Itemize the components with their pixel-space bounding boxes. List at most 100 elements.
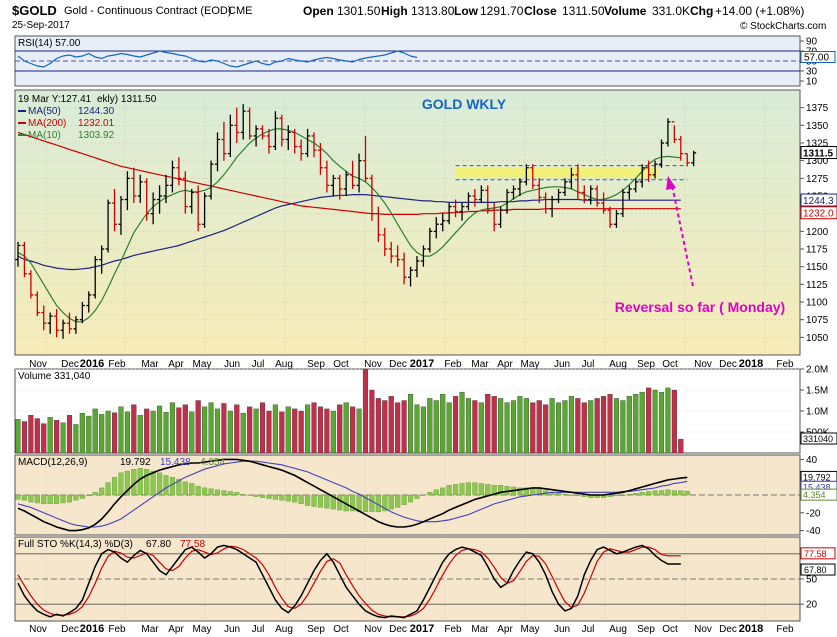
volume-bar <box>182 404 188 454</box>
macd-panel: 40200-20-4019.79215.4384.354MACD(12,26,9… <box>14 454 837 537</box>
volume-bar <box>620 400 626 454</box>
volume-bar <box>356 408 362 454</box>
volume-bar <box>157 405 163 454</box>
volume-bar <box>150 410 156 454</box>
volume-bar <box>99 414 105 454</box>
legend-name: MA(50) <box>28 106 61 117</box>
price-bar <box>79 302 85 324</box>
macd-histogram-bar <box>47 494 53 505</box>
macd-histogram-bar <box>678 490 684 496</box>
macd-histogram-bar <box>658 490 665 496</box>
x-tick-label: Jul <box>252 624 265 635</box>
stockcharts-watermark: © StockCharts.com <box>740 21 827 32</box>
price-bar <box>427 227 433 253</box>
x-tick-label: May <box>193 624 212 635</box>
volume-bar <box>588 400 594 454</box>
x-tick-label: Apr <box>497 359 513 370</box>
price-bar <box>478 185 484 204</box>
y-tick-label: 10 <box>806 77 818 88</box>
price-bar <box>317 143 323 175</box>
price-bar <box>330 174 336 196</box>
volume-bar <box>202 406 208 454</box>
volume-bar <box>337 404 343 454</box>
x-tick-label: 2016 <box>80 358 104 370</box>
macd-histogram-bar <box>395 494 401 508</box>
x-tick-label: Jul <box>582 624 595 635</box>
macd-histogram-bar <box>562 493 568 496</box>
price-bar <box>118 196 124 235</box>
price-bar <box>214 132 220 172</box>
high-value: 1313.80 <box>411 4 455 18</box>
price-bar <box>176 157 182 186</box>
macd-value: 15.438 <box>160 457 191 468</box>
macd-histogram-bar <box>60 494 66 504</box>
volume-bar <box>459 391 465 454</box>
volume-bar <box>195 400 201 454</box>
volume-bar <box>646 387 652 454</box>
price-bar <box>221 121 227 161</box>
volume-bar <box>298 410 304 454</box>
macd-histogram-bar <box>79 494 85 499</box>
macd-histogram-bar <box>195 485 201 496</box>
annotation-arrow <box>671 184 694 287</box>
price-bar <box>34 291 40 317</box>
x-tick-label: May <box>521 624 540 635</box>
price-bar <box>47 312 53 334</box>
macd-histogram-bar <box>221 490 227 496</box>
price-bar <box>73 316 79 334</box>
chart-date: 25-Sep-2017 <box>12 20 70 31</box>
volume-bar <box>259 402 266 454</box>
y-tick-label: 50 <box>806 575 818 586</box>
volume-bar <box>208 402 214 454</box>
price-bar <box>41 305 47 331</box>
cursor-label: 19 Mar Y:127.41 <box>18 94 92 105</box>
sto-last-box <box>800 547 836 560</box>
x-tick-label: Oct <box>333 359 349 370</box>
price-bar <box>549 196 555 218</box>
x-tick-label: Dec <box>389 624 407 635</box>
macd-last-label: 15.438 <box>803 482 831 492</box>
volume-bar <box>34 418 40 454</box>
macd-histogram-bar <box>478 483 484 496</box>
price-bar <box>182 171 188 214</box>
y-tick-label: 1275 <box>806 174 829 185</box>
price-bar <box>21 241 27 278</box>
macd-last-label: 4.354 <box>803 490 826 500</box>
macd-histogram-bar <box>536 488 542 496</box>
price-bar <box>401 252 407 285</box>
sto-d-line <box>17 545 681 618</box>
volume-bar <box>54 420 60 454</box>
ma200-line <box>17 131 681 215</box>
macd-histogram-bar <box>523 487 529 496</box>
volume-bar <box>568 396 574 454</box>
y-tick-label: 1175 <box>806 245 828 256</box>
price-bar <box>575 164 581 200</box>
y-tick-label: 20 <box>806 600 818 611</box>
price-bar <box>594 185 600 207</box>
price-bar <box>208 160 214 200</box>
volume-bar <box>285 406 291 454</box>
volume-bar <box>227 410 233 454</box>
price-last-label: 1232.0 <box>803 209 834 220</box>
price-bar <box>279 114 285 147</box>
macd-histogram-bar <box>407 494 414 503</box>
price-panel: 1375135013251300127512501225120011751150… <box>14 89 837 370</box>
macd-histogram-bar <box>433 489 439 496</box>
macd-histogram-bar <box>620 494 626 497</box>
price-bar <box>414 256 420 278</box>
x-tick-label: Oct <box>333 624 349 635</box>
symbol: $GOLD <box>12 3 57 18</box>
macd-histogram-bar <box>311 494 317 507</box>
legend-value: 1303.92 <box>78 130 115 141</box>
volume-bar <box>633 394 639 454</box>
volume-bar <box>665 387 671 454</box>
volume-bar <box>652 389 658 454</box>
macd-histogram-bar <box>498 485 504 496</box>
price-bar <box>105 199 111 253</box>
volume-bar <box>131 404 137 454</box>
price-bar <box>652 160 658 179</box>
price-bar <box>543 192 549 214</box>
y-tick-label: 1350 <box>806 121 829 132</box>
price-bar <box>137 174 143 204</box>
sto-d-value: 77.58 <box>180 539 205 550</box>
